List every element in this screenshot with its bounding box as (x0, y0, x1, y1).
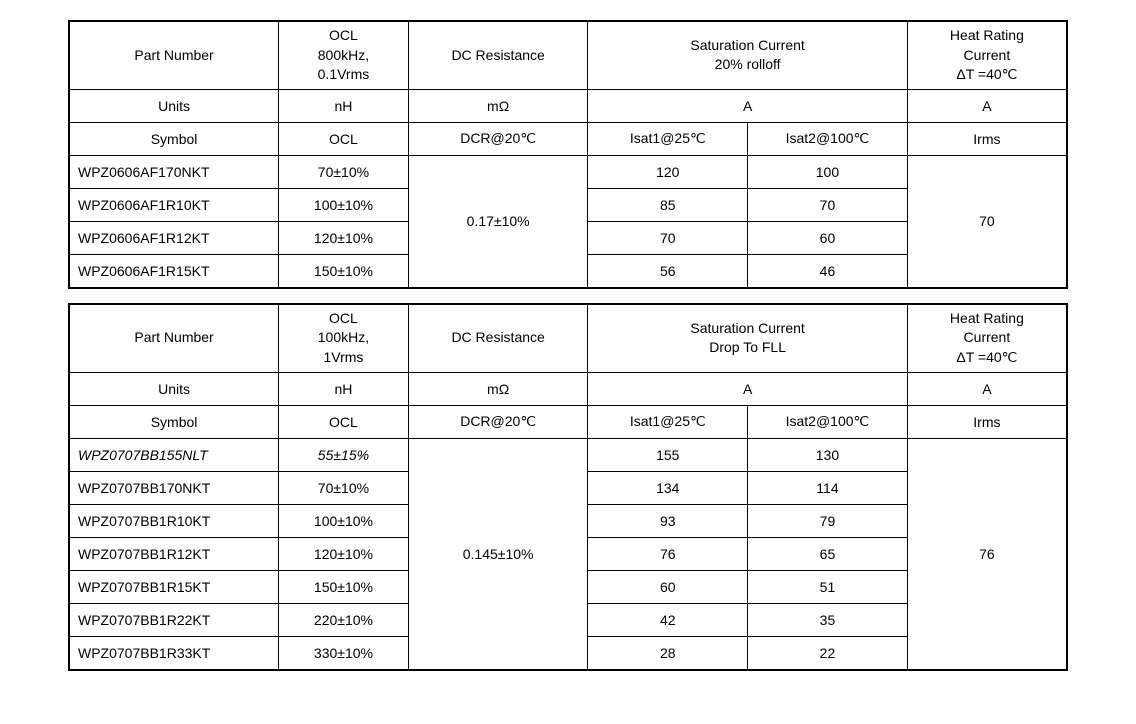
units-dcr: mΩ (408, 89, 588, 122)
cell-isat2: 70 (748, 188, 908, 221)
cell-ocl: 55±15% (279, 438, 409, 471)
col-ocl: OCL100kHz,1Vrms (279, 304, 409, 372)
units-sat: A (588, 372, 907, 405)
cell-isat2: 35 (748, 603, 908, 636)
symbol-dcr: DCR@20℃ (408, 405, 588, 438)
cell-ocl: 100±10% (279, 188, 409, 221)
table-row: WPZ0707BB155NLT55±15%0.145±10%15513076 (69, 438, 1067, 471)
cell-isat2: 46 (748, 254, 908, 288)
col-sat: Saturation Current20% rolloff (588, 21, 907, 89)
cell-ocl: 120±10% (279, 537, 409, 570)
cell-isat1: 120 (588, 155, 748, 188)
symbol-row: Symbol OCL DCR@20℃ Isat1@25℃ Isat2@100℃ … (69, 405, 1067, 438)
symbol-ocl: OCL (279, 405, 409, 438)
cell-isat1: 56 (588, 254, 748, 288)
header-row: Part Number OCL800kHz,0.1Vrms DC Resista… (69, 21, 1067, 89)
cell-ocl: 70±10% (279, 155, 409, 188)
cell-isat1: 134 (588, 471, 748, 504)
cell-dcr-merged: 0.17±10% (408, 155, 588, 288)
symbol-label: Symbol (69, 122, 279, 155)
cell-ocl: 100±10% (279, 504, 409, 537)
symbol-isat2: Isat2@100℃ (748, 405, 908, 438)
spec-table-2: Part Number OCL100kHz,1Vrms DC Resistanc… (68, 303, 1068, 671)
spec-table-1: Part Number OCL800kHz,0.1Vrms DC Resista… (68, 20, 1068, 289)
units-label: Units (69, 372, 279, 405)
col-part-number: Part Number (69, 21, 279, 89)
col-sat: Saturation CurrentDrop To FLL (588, 304, 907, 372)
header-row: Part Number OCL100kHz,1Vrms DC Resistanc… (69, 304, 1067, 372)
units-label: Units (69, 89, 279, 122)
symbol-label: Symbol (69, 405, 279, 438)
cell-isat2: 100 (748, 155, 908, 188)
symbol-isat2: Isat2@100℃ (748, 122, 908, 155)
cell-ocl: 120±10% (279, 221, 409, 254)
cell-part-number: WPZ0707BB1R22KT (69, 603, 279, 636)
cell-part-number: WPZ0606AF170NKT (69, 155, 279, 188)
cell-isat2: 51 (748, 570, 908, 603)
units-ocl: nH (279, 372, 409, 405)
cell-part-number: WPZ0606AF1R12KT (69, 221, 279, 254)
symbol-ocl: OCL (279, 122, 409, 155)
table-row: WPZ0606AF170NKT70±10%0.17±10%12010070 (69, 155, 1067, 188)
cell-isat1: 60 (588, 570, 748, 603)
units-dcr: mΩ (408, 372, 588, 405)
cell-part-number: WPZ0707BB155NLT (69, 438, 279, 471)
col-heat: Heat RatingCurrentΔT =40℃ (907, 304, 1067, 372)
units-row: Units nH mΩ A A (69, 372, 1067, 405)
cell-isat1: 42 (588, 603, 748, 636)
units-sat: A (588, 89, 907, 122)
units-row: Units nH mΩ A A (69, 89, 1067, 122)
col-dcr: DC Resistance (408, 304, 588, 372)
cell-part-number: WPZ0606AF1R15KT (69, 254, 279, 288)
cell-isat2: 114 (748, 471, 908, 504)
cell-isat1: 93 (588, 504, 748, 537)
symbol-dcr: DCR@20℃ (408, 122, 588, 155)
data-rows-2: WPZ0707BB155NLT55±15%0.145±10%15513076WP… (69, 438, 1067, 670)
units-ocl: nH (279, 89, 409, 122)
data-rows-1: WPZ0606AF170NKT70±10%0.17±10%12010070WPZ… (69, 155, 1067, 288)
cell-ocl: 330±10% (279, 636, 409, 670)
cell-part-number: WPZ0707BB170NKT (69, 471, 279, 504)
cell-ocl: 220±10% (279, 603, 409, 636)
cell-isat1: 28 (588, 636, 748, 670)
cell-part-number: WPZ0606AF1R10KT (69, 188, 279, 221)
units-heat: A (907, 372, 1067, 405)
cell-isat2: 65 (748, 537, 908, 570)
cell-part-number: WPZ0707BB1R12KT (69, 537, 279, 570)
symbol-row: Symbol OCL DCR@20℃ Isat1@25℃ Isat2@100℃ … (69, 122, 1067, 155)
cell-irms-merged: 70 (907, 155, 1067, 288)
symbol-isat1: Isat1@25℃ (588, 122, 748, 155)
col-heat: Heat RatingCurrentΔT =40℃ (907, 21, 1067, 89)
cell-isat2: 60 (748, 221, 908, 254)
cell-isat2: 79 (748, 504, 908, 537)
cell-isat1: 70 (588, 221, 748, 254)
col-part-number: Part Number (69, 304, 279, 372)
units-heat: A (907, 89, 1067, 122)
cell-part-number: WPZ0707BB1R15KT (69, 570, 279, 603)
cell-ocl: 150±10% (279, 254, 409, 288)
cell-ocl: 70±10% (279, 471, 409, 504)
symbol-irms: Irms (907, 122, 1067, 155)
cell-dcr-merged: 0.145±10% (408, 438, 588, 670)
col-ocl: OCL800kHz,0.1Vrms (279, 21, 409, 89)
col-dcr: DC Resistance (408, 21, 588, 89)
cell-isat2: 22 (748, 636, 908, 670)
cell-part-number: WPZ0707BB1R10KT (69, 504, 279, 537)
symbol-irms: Irms (907, 405, 1067, 438)
cell-ocl: 150±10% (279, 570, 409, 603)
symbol-isat1: Isat1@25℃ (588, 405, 748, 438)
cell-isat1: 85 (588, 188, 748, 221)
cell-isat1: 155 (588, 438, 748, 471)
cell-isat1: 76 (588, 537, 748, 570)
cell-isat2: 130 (748, 438, 908, 471)
cell-irms-merged: 76 (907, 438, 1067, 670)
cell-part-number: WPZ0707BB1R33KT (69, 636, 279, 670)
